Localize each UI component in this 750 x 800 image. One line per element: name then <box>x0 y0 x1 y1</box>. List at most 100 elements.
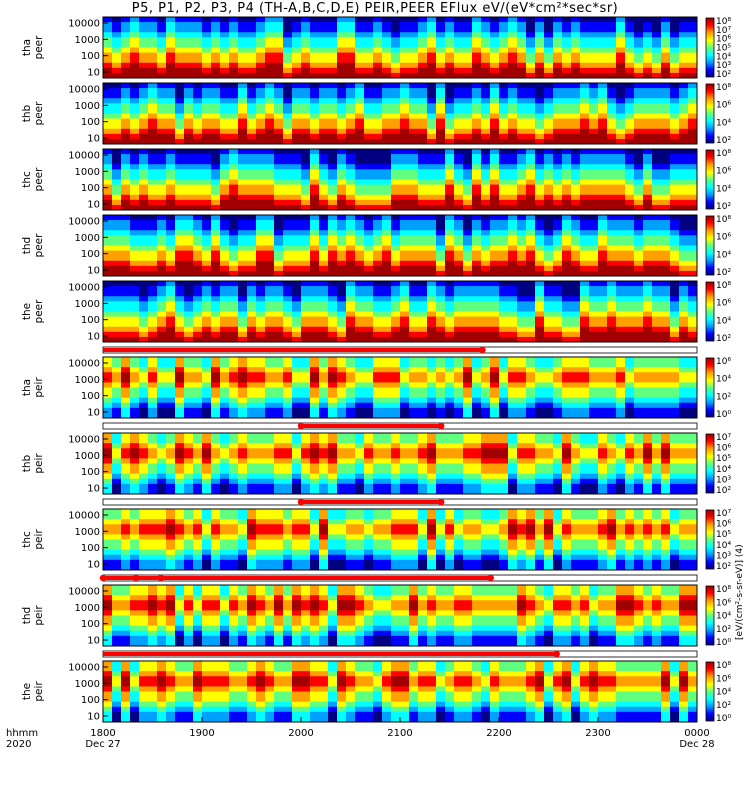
heat-cell <box>661 225 671 231</box>
heat-cell <box>112 179 122 185</box>
heat-cell <box>229 42 239 48</box>
heat-cell <box>328 22 338 28</box>
heat-cell <box>193 235 203 241</box>
heat-cell <box>148 377 158 383</box>
heat-cell <box>571 245 581 251</box>
heat-cell <box>607 316 617 323</box>
heat-cell <box>643 169 653 175</box>
heat-cell <box>175 453 185 459</box>
heat-cell <box>139 32 149 38</box>
heat-cell <box>112 296 122 302</box>
heat-cell <box>130 123 140 130</box>
heat-cell <box>319 316 329 323</box>
heat-cell <box>157 336 167 343</box>
heat-cell <box>454 412 464 419</box>
panel-species-label: peer <box>33 35 45 60</box>
heat-cell <box>247 199 257 206</box>
heat-cell <box>571 412 581 419</box>
heat-cell <box>499 336 509 343</box>
heat-cell <box>364 260 374 267</box>
heat-cell <box>400 17 410 23</box>
heat-cell <box>481 62 491 69</box>
heat-cell <box>427 169 437 175</box>
heat-cell <box>328 387 338 393</box>
heat-cell <box>463 397 473 404</box>
heat-cell <box>634 128 644 135</box>
heat-cell <box>463 204 473 211</box>
heat-cell <box>193 286 203 292</box>
heat-cell <box>418 204 428 211</box>
heat-cell <box>409 321 419 328</box>
heat-cell <box>166 149 176 155</box>
heat-cell <box>139 17 149 23</box>
heat-cell <box>247 42 257 48</box>
heat-cell <box>274 57 284 64</box>
heat-cell <box>355 199 365 206</box>
heat-cell <box>337 235 347 241</box>
heat-cell <box>112 118 122 125</box>
heat-cell <box>373 133 383 140</box>
heat-cell <box>688 159 698 165</box>
heat-cell <box>652 57 662 64</box>
heat-cell <box>409 372 419 378</box>
heat-cell <box>526 402 536 409</box>
heat-cell <box>130 235 140 241</box>
heat-cell <box>652 103 662 109</box>
heat-cell <box>130 488 140 495</box>
heat-cell <box>688 169 698 175</box>
heat-cell <box>445 362 455 368</box>
heat-cell <box>103 240 113 246</box>
heat-cell <box>328 225 338 231</box>
heat-cell <box>445 123 455 130</box>
heat-cell <box>535 250 545 257</box>
heat-cell <box>418 382 428 388</box>
heat-cell <box>301 67 311 74</box>
heat-cell <box>139 169 149 175</box>
heat-cell <box>562 174 572 180</box>
heat-cell <box>283 72 293 79</box>
heat-cell <box>553 321 563 328</box>
heat-cell <box>616 108 626 114</box>
heat-cell <box>652 83 662 89</box>
heat-cell <box>274 255 284 262</box>
heat-cell <box>301 281 311 287</box>
heat-cell <box>112 382 122 388</box>
heat-cell <box>544 52 554 59</box>
heat-cell <box>436 336 446 343</box>
heat-cell <box>436 326 446 333</box>
heat-cell <box>355 281 365 287</box>
heat-cell <box>670 326 680 333</box>
heat-cell <box>346 215 356 221</box>
heat-cell <box>256 230 266 236</box>
heat-cell <box>328 286 338 292</box>
heat-cell <box>472 301 482 307</box>
heat-cell <box>472 250 482 257</box>
heat-cell <box>436 128 446 135</box>
heat-cell <box>103 149 113 155</box>
heat-cell <box>643 245 653 251</box>
heat-cell <box>580 407 590 414</box>
heat-cell <box>526 194 536 201</box>
heat-cell <box>688 377 698 383</box>
heat-cell <box>445 138 455 145</box>
heat-cell <box>301 357 311 363</box>
heat-cell <box>661 98 671 104</box>
heat-cell <box>481 17 491 23</box>
heat-cell <box>580 133 590 140</box>
heat-cell <box>265 164 275 170</box>
heat-cell <box>175 336 185 343</box>
heat-cell <box>319 402 329 409</box>
heat-cell <box>346 113 356 119</box>
heat-cell <box>553 98 563 104</box>
heat-cell <box>634 133 644 140</box>
heat-cell <box>490 128 500 135</box>
heat-cell <box>571 255 581 262</box>
heat-cell <box>364 407 374 414</box>
heat-cell <box>427 174 437 180</box>
heat-cell <box>580 215 590 221</box>
heat-cell <box>544 316 554 323</box>
heat-cell <box>256 402 266 409</box>
heat-cell <box>346 42 356 48</box>
heat-cell <box>310 42 320 48</box>
heat-cell <box>337 265 347 272</box>
